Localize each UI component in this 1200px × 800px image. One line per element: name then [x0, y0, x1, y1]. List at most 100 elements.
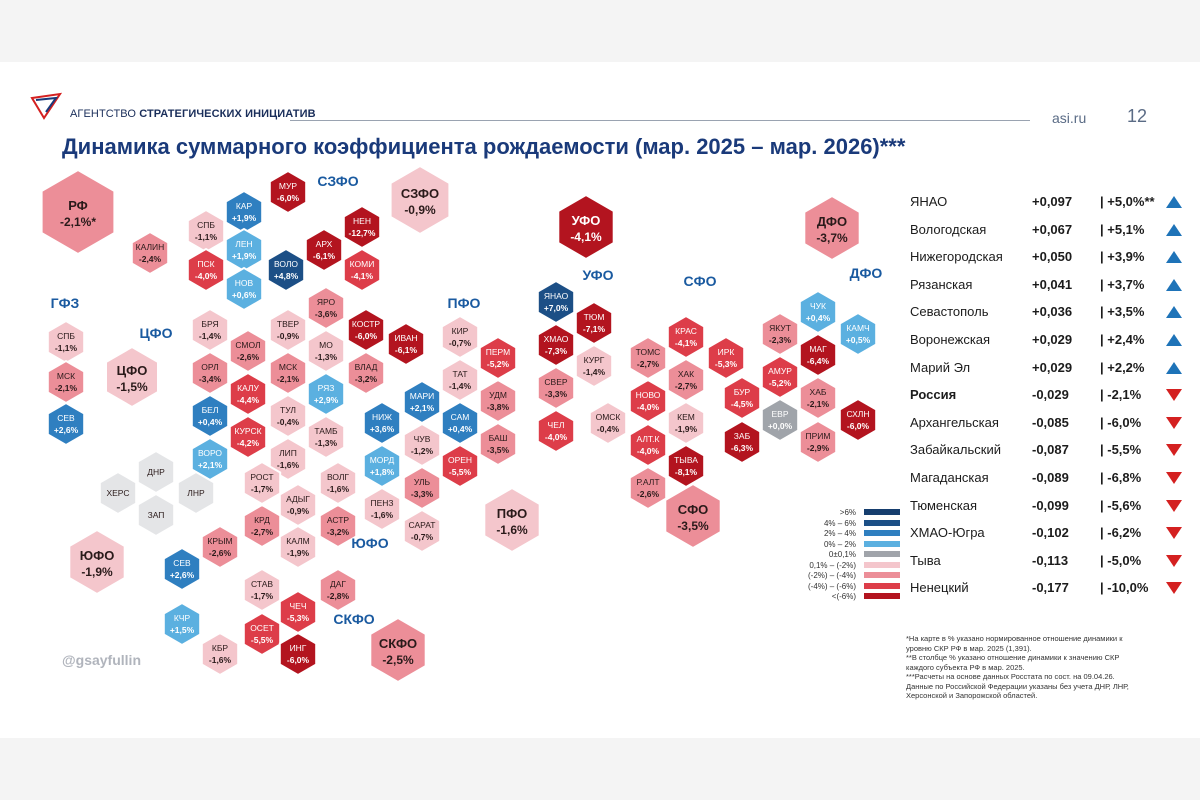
ranking-region: Тюменская	[910, 497, 978, 513]
hex-label: ТВЕР	[277, 319, 300, 329]
hex-label: КЧР	[174, 613, 191, 623]
hex-value: -5,5%	[251, 635, 274, 645]
hex-value: -6,0%	[277, 193, 300, 203]
hex-shape	[666, 400, 706, 446]
hex-label: САРАТ	[409, 520, 436, 530]
hex-sev_yu: СЕВ +2,6%	[162, 546, 202, 592]
hex-value: -0,7%	[449, 338, 472, 348]
color-legend-item: 0% – 2%	[792, 540, 902, 549]
hex-hab: ХАБ -2,1%	[798, 375, 838, 421]
hex-sam: САМ +0,4%	[440, 400, 480, 446]
hex-label: ОМСК	[596, 412, 621, 422]
hex-shape	[389, 164, 451, 236]
ranking-abs: -0,177	[1032, 580, 1069, 596]
hex-value: -1,2%	[411, 446, 434, 456]
hex-oren: ОРЕН -5,5%	[440, 443, 480, 489]
hex-shape	[628, 335, 668, 381]
hex-label: СВЕР	[544, 377, 567, 387]
ranking-region: Вологодская	[910, 221, 987, 237]
hex-shape	[628, 422, 668, 468]
hex-value: -1,4%	[583, 367, 606, 377]
hex-label: ЗАБ	[734, 431, 751, 441]
up-triangle-icon	[1166, 251, 1182, 264]
hex-dag: ДАГ -2,8%	[318, 567, 358, 613]
footnote: ***Расчеты на основе данных Росстата по …	[906, 672, 1115, 681]
hex-value: -6,1%	[395, 345, 418, 355]
ranking-abs: +0,036	[1032, 304, 1073, 320]
hex-udm: УДМ -3,8%	[478, 378, 518, 424]
color-legend-item: 2% – 4%	[792, 529, 902, 538]
hex-label: ИРК	[718, 347, 735, 357]
hex-value: -3,8%	[487, 402, 510, 412]
hex-label: ЛИП	[279, 448, 297, 458]
hex-shape	[224, 227, 264, 273]
hex-shape	[190, 350, 230, 396]
hex-ivan: ИВАН -6,1%	[386, 321, 426, 367]
hex-shape	[536, 279, 576, 325]
footnote: *На карте в % указано нормированное отно…	[906, 634, 1123, 653]
hex-evr: ЕВР +0,0%	[760, 397, 800, 443]
hex-label: СТАВ	[251, 579, 273, 589]
hex-label: БАШ	[489, 433, 508, 443]
hex-label: НОВО	[636, 390, 661, 400]
hex-shape	[838, 397, 878, 443]
hex-yakut: ЯКУТ -2,3%	[760, 311, 800, 357]
hex-kir: КИР -0,7%	[440, 314, 480, 360]
hex-value: +0,4%	[806, 313, 831, 323]
up-triangle-icon	[1166, 334, 1182, 346]
hex-value: -1,5%	[116, 380, 148, 394]
hex-shape	[105, 345, 159, 409]
site-link[interactable]: asi.ru	[1052, 110, 1087, 126]
ranking-region: Забайкальский	[910, 442, 1001, 458]
hex-shape	[242, 503, 282, 549]
hex-label: ДНР	[147, 467, 165, 477]
hex-spb1: СПБ -1,1%	[186, 208, 226, 254]
up-triangle-icon	[1166, 361, 1182, 374]
ranking-pct: | -5,5%	[1100, 442, 1142, 458]
hex-label: НОВ	[235, 278, 254, 288]
hex-lnr: ЛНР	[176, 470, 216, 516]
hex-value: -3,7%	[816, 231, 848, 245]
hex-value: +1,8%	[370, 467, 395, 477]
hex-shln: СХЛН -6,0%	[838, 397, 878, 443]
hex-label: ХМАО	[544, 334, 569, 344]
hex-shape	[176, 470, 216, 516]
hex-kem: КЕМ -1,9%	[666, 400, 706, 446]
hex-shape	[798, 375, 838, 421]
hex-value: -2,4%	[139, 254, 162, 264]
hex-label: КАМЧ	[846, 323, 869, 333]
ranking-row: Ненецкий -0,177 | -10,0%	[900, 578, 1190, 598]
hex-shape	[760, 311, 800, 357]
hex-bur: БУР -4,5%	[722, 375, 762, 421]
hex-kalm: КАЛМ -1,9%	[278, 524, 318, 570]
hex-shape	[46, 401, 86, 447]
ranking-row: Марий Эл +0,029 | +2,2%	[900, 358, 1190, 378]
ranking-abs: -0,089	[1032, 470, 1069, 485]
org-name: АГЕНТСТВО СТРАТЕГИЧЕСКИХ ИНИЦИАТИВ	[70, 108, 316, 120]
hex-shape	[628, 378, 668, 424]
hex-stav: СТАВ -1,7%	[242, 567, 282, 613]
district-label-pfo: ПФО	[448, 295, 481, 311]
hex-shape	[536, 365, 576, 411]
district-label-yufo: ЮФО	[351, 535, 388, 551]
hex-value: -2,7%	[675, 381, 698, 391]
hex-label: АДЫГ	[286, 494, 310, 504]
ranking-region: Марий Эл	[910, 359, 971, 375]
hex-value: -4,1%	[570, 230, 602, 244]
hex-nen: НЕН -12,7%	[342, 204, 382, 250]
hex-label: СЗФО	[401, 186, 439, 201]
hex-ralt: Р.АЛТ -2,6%	[628, 465, 668, 511]
color-swatch	[864, 509, 900, 515]
hex-value: +0,4%	[198, 417, 223, 427]
hex-lip: ЛИП -1,6%	[268, 436, 308, 482]
ranking-abs: -0,113	[1032, 552, 1069, 568]
hex-shape	[228, 371, 268, 417]
ranking-abs: -0,029	[1032, 387, 1069, 403]
hex-label: УФО	[572, 213, 601, 228]
hex-shape	[402, 465, 442, 511]
hex-shape	[478, 421, 518, 467]
hex-nizh: НИЖ +3,6%	[362, 400, 402, 446]
hex-shape	[760, 354, 800, 400]
ranking-pct: | -2,1%	[1100, 387, 1142, 403]
hex-shape	[798, 332, 838, 378]
